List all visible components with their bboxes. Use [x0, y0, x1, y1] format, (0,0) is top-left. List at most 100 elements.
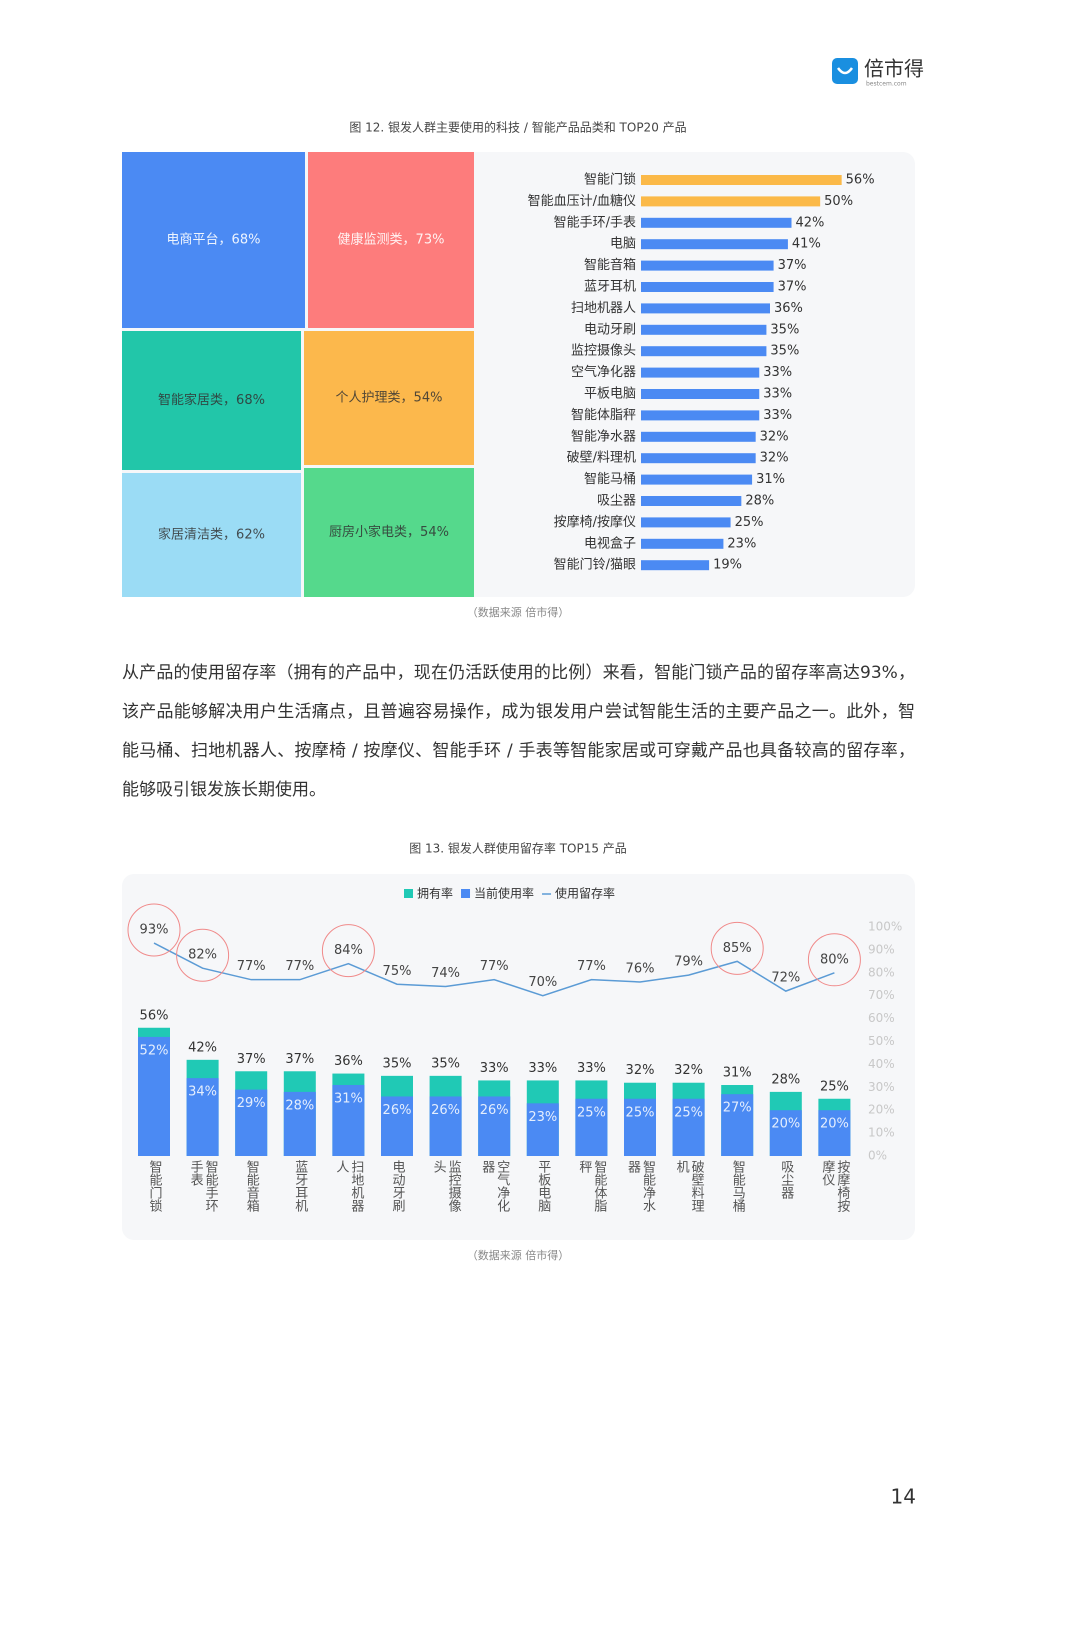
- x-tick-label-text: 空气净化器: [479, 1160, 510, 1212]
- x-tick-label: 扫地机器人: [333, 1160, 364, 1212]
- bar-value-label: 28%: [771, 1072, 800, 1087]
- bar-value-label: 32%: [674, 1063, 703, 1078]
- category-label: 平板电脑: [584, 387, 636, 402]
- line-value-label: 75%: [383, 964, 412, 979]
- y-tick-label: 70%: [868, 988, 895, 1002]
- highlight-circle: [176, 928, 230, 982]
- y-tick-label: 100%: [868, 920, 902, 934]
- source: （数据来源 倍市得）: [467, 1248, 570, 1262]
- category-label: 电动牙刷: [584, 322, 636, 337]
- y-tick-label: 80%: [868, 965, 895, 979]
- x-tick-label-box: 智能音箱: [227, 1160, 275, 1236]
- treemap-cell: [308, 152, 474, 328]
- category-label: 智能音箱: [584, 257, 636, 273]
- x-tick-label-box: 监控摄像头: [422, 1160, 470, 1236]
- category-label: 智能血压计/血糖仪: [528, 193, 636, 209]
- bar: [672, 1098, 705, 1156]
- value-label: 35%: [770, 322, 799, 337]
- x-tick-label: 吸尘器: [778, 1160, 793, 1199]
- bar-value-label: 37%: [285, 1052, 314, 1067]
- value-label: 33%: [763, 365, 792, 380]
- bar: [575, 1098, 608, 1156]
- value-label: 37%: [778, 258, 807, 273]
- highlight-circle: [321, 924, 375, 978]
- bar: [381, 1096, 413, 1156]
- paragraph: 从产品的使用留存率（拥有的产品中，现在仍活跃使用的比例）来看，智能门锁产品的留存…: [122, 663, 915, 800]
- source: （数据来源 倍市得）: [467, 605, 570, 619]
- x-tick-label-text: 扫地机器人: [333, 1160, 364, 1212]
- x-tick-label-text: 电动牙刷: [389, 1160, 405, 1212]
- value-label: 25%: [735, 515, 764, 530]
- bar-value-label: 37%: [237, 1052, 266, 1067]
- bar: [641, 431, 756, 442]
- value-label: 35%: [770, 344, 799, 359]
- bar-value-label: 33%: [480, 1061, 509, 1076]
- chart-panel: [122, 874, 915, 1240]
- bar: [478, 1096, 511, 1156]
- bar: [641, 217, 792, 228]
- category-label: 智能体脂秤: [571, 408, 636, 423]
- bar: [641, 474, 753, 485]
- bar: [641, 389, 760, 399]
- bar: [641, 410, 760, 421]
- x-tick-label: 智能马桶: [729, 1160, 745, 1212]
- category-label: 智能净水器: [571, 429, 636, 444]
- treemap-label: 电商平台，68%: [167, 233, 261, 248]
- x-tick-label: 监控摄像头: [422, 1160, 470, 1236]
- bar: [332, 1085, 365, 1156]
- value-label: 37%: [778, 280, 807, 295]
- bar: [138, 1036, 170, 1156]
- x-tick-label-box: 破壁料理机: [665, 1160, 713, 1236]
- x-tick-label: 破壁料理机: [665, 1160, 713, 1236]
- x-tick-label-text: 蓝牙耳机: [292, 1160, 308, 1212]
- x-tick-label-text: 按摩椅按摩仪: [819, 1160, 850, 1212]
- x-tick-label-box: 按摩椅按摩仪: [810, 1160, 858, 1236]
- value-label: 50%: [824, 194, 853, 209]
- legend-label: 当前使用率: [474, 886, 534, 901]
- category-label: 电视盒子: [584, 535, 636, 551]
- bar-value-label: 56%: [140, 1008, 169, 1023]
- bar-value-label: 23%: [528, 1110, 557, 1125]
- y-tick-label: 60%: [868, 1011, 895, 1025]
- line-value-label: 77%: [577, 959, 606, 974]
- treemap-label: 个人护理类，54%: [336, 391, 443, 406]
- bar: [641, 496, 742, 506]
- bar: [641, 303, 770, 314]
- x-tick-label: 智能手环手表: [187, 1160, 218, 1212]
- bar: [769, 1110, 802, 1156]
- treemap-label: 厨房小家电类，54%: [329, 524, 449, 540]
- category-label: 智能手环/手表: [554, 215, 636, 230]
- bar: [641, 517, 731, 528]
- bar-value-label: 35%: [431, 1056, 460, 1071]
- bar-value-label: 28%: [285, 1098, 314, 1113]
- line-value-label: 85%: [723, 941, 752, 956]
- x-tick-label-box: 电动牙刷: [373, 1160, 421, 1236]
- x-tick-label-text: 智能音箱: [243, 1160, 259, 1212]
- x-tick-label-box: 智能体脂秤: [567, 1160, 615, 1236]
- x-tick-label: 空气净化器: [470, 1160, 518, 1236]
- legend-swatch: [461, 889, 471, 898]
- y-tick-label: 50%: [868, 1034, 895, 1048]
- category-label: 按摩椅/按摩仪: [554, 514, 636, 530]
- figure-caption: 图 12. 银发人群主要使用的科技 / 智能产品品类和 TOP20 产品: [349, 120, 686, 135]
- bar-value-label: 35%: [383, 1056, 412, 1071]
- line-value-label: 80%: [820, 952, 849, 967]
- bar: [641, 346, 767, 357]
- bar: [641, 324, 767, 335]
- bar-value-label: 36%: [334, 1054, 363, 1069]
- y-tick-label: 90%: [868, 942, 895, 956]
- bar: [641, 538, 724, 549]
- category-label: 智能门铃/猫眼: [554, 558, 636, 573]
- category-label: 破壁/料理机: [567, 451, 636, 466]
- legend-label: 拥有率: [417, 886, 453, 901]
- bar: [641, 260, 774, 271]
- bar: [235, 1089, 268, 1156]
- x-tick-label-box: 空气净化器: [470, 1160, 518, 1236]
- x-tick-label-text: 智能马桶: [729, 1160, 745, 1212]
- brand: 倍市得: [864, 57, 924, 81]
- value-label: 19%: [713, 558, 742, 573]
- x-tick-label-text: 智能手环手表: [187, 1160, 218, 1212]
- x-tick-label: 按摩椅按摩仪: [810, 1160, 858, 1236]
